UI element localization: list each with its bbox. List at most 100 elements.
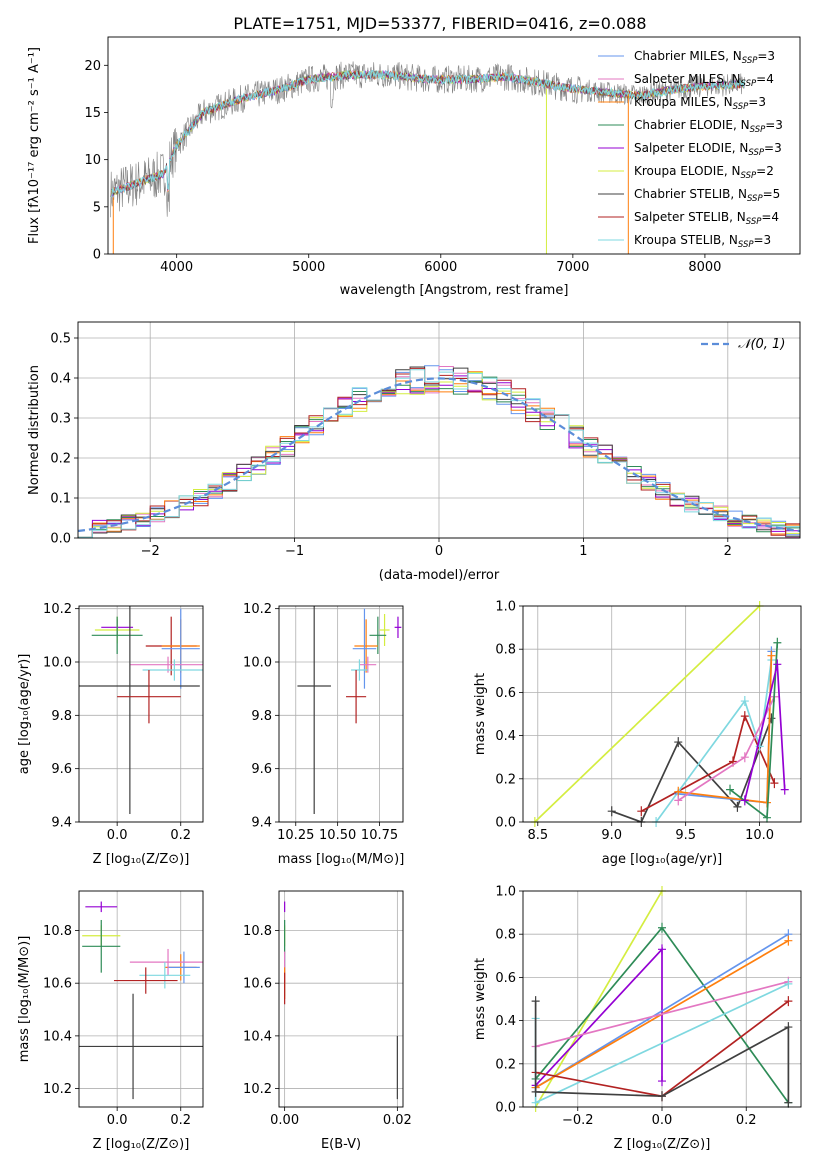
weight-age-marker [674,795,683,806]
spectrum-legend-label: Kroupa ELODIE, NSSP=2 [634,164,774,181]
age-z-xlabel: Z [log₁₀(Z/Z⊙)] [93,852,190,867]
mass-z-xtick-label: 0.2 [170,1113,191,1128]
mass-ebv-ytick-label: 10.6 [243,977,272,992]
residual-histogram [78,369,800,538]
weight-age-ytick-label: 0.2 [495,772,516,787]
weight-age-marker [767,650,776,661]
residuals-ytick-label: 0.1 [50,492,71,507]
weight-z-marker [658,1076,666,1087]
weight-age-marker [726,784,735,795]
mass-z-ytick-label: 10.4 [43,1029,72,1044]
weight-z-xlabel: Z [log₁₀(Z/Z⊙)] [614,1137,711,1152]
weight-z-ylabel: mass weight [473,958,488,1040]
age-z-ytick-label: 9.4 [51,816,72,831]
spectrum-xtick-label: 7000 [556,260,589,275]
weight-age-marker [773,659,782,670]
weight-age-marker [637,806,646,817]
weight-z-ytick-label: 0.2 [495,1057,516,1072]
weight-z-ytick-label: 0.8 [495,928,516,943]
weight-z-marker [784,1097,793,1108]
mass-ebv-ytick-label: 10.8 [243,924,272,939]
mass-ebv-ytick-label: 10.4 [243,1029,272,1044]
spectrum-xtick-label: 6000 [424,260,457,275]
residuals-ytick-label: 0.0 [50,532,71,547]
weight-age-xtick-label: 8.5 [527,828,548,843]
weight-z-marker [784,978,793,989]
age-mass-xtick-label: 10.25 [277,828,314,843]
spectrum-ytick-label: 15 [84,106,101,121]
weight-z-ytick-label: 1.0 [495,885,516,900]
age-z-ytick-label: 9.8 [51,709,72,724]
mass-z-ytick-label: 10.8 [43,924,72,939]
spectrum-ylabel: Flux [fλ10⁻¹⁷ erg cm⁻² s⁻¹ A⁻¹] [27,47,42,244]
weight-z-marker [658,1091,666,1102]
weight-age-marker [733,801,742,812]
weight-age-xtick-label: 9.0 [601,828,622,843]
age-mass-xtick-label: 10.50 [319,828,356,843]
residuals-ytick-label: 0.2 [50,452,71,467]
weight-z-marker [531,996,540,1007]
weight-z-marker [658,944,666,955]
weight-age-marker [674,737,683,748]
weight-z-ytick-label: 0.6 [495,971,516,986]
age-mass-ytick-label: 10.0 [243,656,272,671]
weight-age-series-line [743,664,786,801]
spectrum-legend-label: Chabrier MILES, NSSP=3 [634,49,775,66]
weight-age-marker [762,812,771,823]
spectrum-model-line [110,70,745,197]
spectrum-xlabel: wavelength [Angstrom, rest frame] [340,283,569,298]
weight-age-marker [740,711,749,722]
mass-z-xtick-label: 0.0 [107,1113,128,1128]
mass-z-ytick-label: 10.2 [43,1082,72,1097]
weight-z-marker [784,996,793,1007]
gaussian-legend-label: 𝒩(0, 1) [738,337,785,352]
residuals-xtick-label: −2 [141,544,160,559]
age-z-ytick-label: 10.0 [43,656,72,671]
spectrum-model-line [110,70,745,198]
age-z-ytick-label: 10.2 [43,602,72,617]
weight-age-marker [674,786,683,797]
weight-age-series-line [534,606,761,822]
mass-z-xlabel: Z [log₁₀(Z/Z⊙)] [93,1137,190,1152]
spectrum-legend-label: Kroupa MILES, NSSP=3 [634,95,766,112]
weight-z-marker [531,1097,540,1108]
weight-age-series-line [655,659,773,822]
residuals-ytick-label: 0.3 [50,412,71,427]
spectrum-model-line [110,69,745,197]
residuals-xtick-label: 1 [579,544,587,559]
age-mass-frame [278,605,404,823]
age-mass-xtick-label: 10.75 [361,828,398,843]
weight-z-xtick-label: 0.0 [652,1113,673,1128]
weight-age-xtick-label: 9.5 [675,828,696,843]
mass-ebv-xtick-label: 0.02 [383,1113,412,1128]
weight-age-ytick-label: 0.6 [495,686,516,701]
spectrum-ytick-label: 10 [84,153,101,168]
spectrum-ytick-label: 5 [93,200,101,215]
residuals-xtick-label: −1 [285,544,304,559]
spectrum-xtick-label: 5000 [292,260,325,275]
weight-z-series-line [535,933,789,1089]
age-mass-xlabel: mass [log₁₀(M/M⊙)] [278,852,405,867]
weight-age-ytick-label: 0.8 [495,643,516,658]
weight-z-series-line [534,947,663,1086]
weight-z-xtick-label: 0.2 [736,1113,757,1128]
age-z-frame [78,605,204,823]
mass-ebv-xlabel: E(B-V) [321,1137,361,1152]
age-mass-ytick-label: 10.2 [243,602,272,617]
figure-title: PLATE=1751, MJD=53377, FIBERID=0416, z=0… [233,14,646,33]
spectrum-model-line [110,70,745,197]
weight-age-marker [770,778,779,789]
weight-z-series-line [535,980,789,1048]
mass-ebv-frame [278,890,404,1108]
residuals-xlabel: (data-model)/error [379,568,500,583]
weight-age-ytick-label: 0.4 [495,729,516,744]
weight-age-marker [773,637,782,648]
weight-age-frame [522,605,802,823]
spectrum-ytick-label: 20 [84,59,101,74]
weight-age-series-line [611,717,773,822]
spectrum-legend-label: Chabrier ELODIE, NSSP=3 [634,118,783,135]
mass-z-ytick-label: 10.6 [43,977,72,992]
residuals-ytick-label: 0.5 [50,332,71,347]
residuals-ytick-label: 0.4 [50,372,71,387]
